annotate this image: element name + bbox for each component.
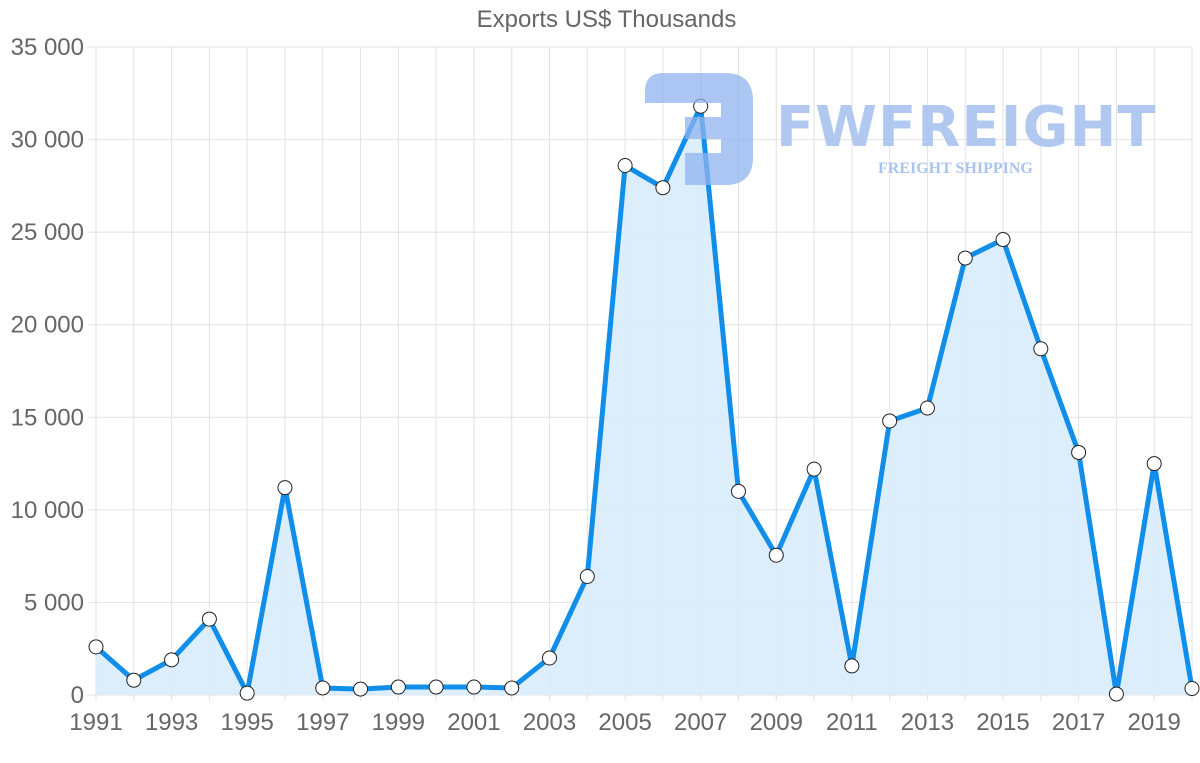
data-point[interactable] bbox=[730, 483, 746, 499]
x-tick-label: 2005 bbox=[598, 709, 651, 736]
data-point[interactable] bbox=[428, 679, 444, 695]
watermark-logo-icon bbox=[645, 73, 753, 185]
data-point[interactable] bbox=[504, 680, 520, 696]
data-point[interactable] bbox=[806, 461, 822, 477]
data-point[interactable] bbox=[579, 569, 595, 585]
data-point[interactable] bbox=[277, 480, 293, 496]
data-point[interactable] bbox=[353, 681, 369, 697]
data-point[interactable] bbox=[957, 250, 973, 266]
x-tick-label: 1997 bbox=[296, 709, 349, 736]
watermark-tagline: FREIGHT SHIPPING bbox=[878, 160, 1033, 177]
data-point[interactable] bbox=[542, 650, 558, 666]
x-tick-label: 2001 bbox=[447, 709, 500, 736]
chart-title: Exports US$ Thousands bbox=[476, 6, 737, 33]
data-point[interactable] bbox=[1108, 686, 1124, 702]
watermark-brand: FWFREIGHT bbox=[776, 95, 1157, 160]
area-fill bbox=[96, 106, 1192, 695]
y-tick-label: 5 000 bbox=[24, 589, 84, 616]
data-point[interactable] bbox=[164, 652, 180, 668]
data-point[interactable] bbox=[768, 547, 784, 563]
y-tick-label: 10 000 bbox=[11, 497, 84, 524]
x-tick-label: 2003 bbox=[523, 709, 576, 736]
x-tick-label: 2017 bbox=[1052, 709, 1105, 736]
x-tick-label: 2009 bbox=[750, 709, 803, 736]
y-tick-label: 30 000 bbox=[11, 127, 84, 154]
data-point[interactable] bbox=[1146, 456, 1162, 472]
x-tick-label: 2013 bbox=[901, 709, 954, 736]
data-point[interactable] bbox=[919, 400, 935, 416]
y-tick-label: 20 000 bbox=[11, 312, 84, 339]
data-point[interactable] bbox=[882, 413, 898, 429]
y-tick-label: 25 000 bbox=[11, 219, 84, 246]
series-line bbox=[94, 103, 1195, 697]
data-point[interactable] bbox=[239, 685, 255, 701]
data-point[interactable] bbox=[1071, 444, 1087, 460]
data-point[interactable] bbox=[201, 611, 217, 627]
x-tick-label: 2019 bbox=[1128, 709, 1181, 736]
x-tick-label: 2007 bbox=[674, 709, 727, 736]
x-tick-label: 2011 bbox=[826, 709, 878, 736]
x-tick-label: 1991 bbox=[69, 709, 122, 736]
data-point[interactable] bbox=[995, 232, 1011, 248]
data-point[interactable] bbox=[844, 658, 860, 674]
x-tick-label: 1999 bbox=[372, 709, 425, 736]
x-tick-label: 1993 bbox=[145, 709, 198, 736]
y-tick-label: 0 bbox=[71, 682, 84, 709]
x-tick-label: 2015 bbox=[976, 709, 1029, 736]
data-point[interactable] bbox=[315, 680, 331, 696]
y-tick-label: 15 000 bbox=[11, 404, 84, 431]
data-point[interactable] bbox=[1184, 681, 1200, 697]
data-point[interactable] bbox=[88, 639, 104, 655]
data-point[interactable] bbox=[655, 180, 671, 196]
data-point[interactable] bbox=[1033, 341, 1049, 357]
x-tick-label: 1995 bbox=[220, 709, 273, 736]
data-point[interactable] bbox=[466, 679, 482, 695]
data-point[interactable] bbox=[390, 679, 406, 695]
data-point[interactable] bbox=[126, 672, 142, 688]
data-point[interactable] bbox=[617, 157, 633, 173]
y-tick-label: 35 000 bbox=[11, 34, 84, 61]
